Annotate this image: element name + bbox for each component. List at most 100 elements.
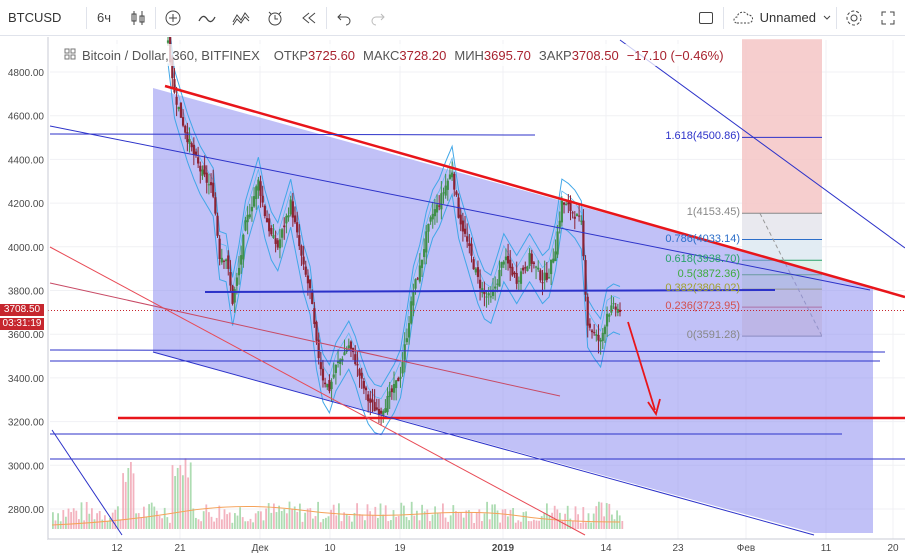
candle-body	[470, 243, 473, 256]
candle-body	[274, 238, 277, 244]
candle-body	[472, 259, 475, 270]
candle-body	[237, 267, 241, 276]
time-tick-label: 14	[600, 543, 612, 554]
volume-bar	[137, 513, 140, 529]
candle-body	[257, 179, 260, 191]
volume-bar	[465, 510, 468, 529]
candle-body	[278, 239, 282, 249]
candle-body	[429, 217, 432, 222]
volume-bar	[366, 504, 369, 529]
volume-bar	[540, 516, 543, 529]
volume-bar	[156, 510, 158, 529]
candles-style-icon[interactable]	[121, 0, 155, 36]
candle-body	[390, 388, 393, 393]
candle-body	[300, 245, 303, 256]
candle-body	[461, 220, 464, 232]
indicators-icon[interactable]	[190, 0, 224, 36]
low-value: 3695.70	[483, 47, 531, 63]
volume-bar	[98, 510, 101, 529]
candle-body	[423, 249, 426, 258]
candle-body	[214, 197, 217, 214]
candle-body	[283, 225, 286, 228]
candle-body	[319, 362, 322, 370]
alert-clock-icon[interactable]	[258, 0, 292, 36]
volume-bar	[83, 520, 85, 529]
candle-body	[431, 213, 434, 220]
candle-body	[240, 255, 243, 265]
last-price-tag: 3708.50	[0, 304, 44, 316]
candle-body	[519, 271, 523, 284]
candle-body	[209, 182, 213, 186]
settings-gear-icon[interactable]	[837, 0, 871, 36]
replay-icon[interactable]	[292, 0, 326, 36]
volume-bar	[345, 514, 348, 529]
fib-level-label: 0.236(3723.95)	[665, 300, 740, 313]
time-tick-label: Дек	[252, 543, 269, 554]
time-tick-label: 10	[324, 543, 336, 554]
red-diagonal-line	[49, 246, 586, 536]
price-chart[interactable]: 4800.00 4600.00 4400.00 4200.00 4000.00 3800.…	[0, 37, 905, 554]
legend-title[interactable]: Bitcoin / Dollar, 360, BITFINEX	[82, 47, 260, 63]
candle-body	[194, 151, 198, 156]
candle-body	[268, 218, 271, 232]
candle-body	[280, 229, 284, 238]
candle-body	[603, 326, 607, 335]
candle-body	[509, 259, 512, 269]
candle-body	[377, 408, 381, 415]
candle-body	[336, 361, 340, 363]
candle-body	[225, 259, 228, 262]
candle-body	[242, 234, 245, 260]
volume-bar	[382, 514, 384, 529]
candle-body	[296, 222, 299, 233]
interval-selector[interactable]: 6ч	[96, 10, 111, 25]
candle-body	[250, 206, 254, 212]
volume-bar	[234, 513, 236, 529]
volume-bar	[200, 521, 202, 529]
legend-collapse-icon[interactable]	[64, 48, 76, 63]
candle-body	[537, 267, 540, 270]
volume-bar	[361, 514, 364, 529]
undo-icon[interactable]	[327, 0, 361, 36]
volume-bar	[65, 516, 67, 529]
candle-body	[306, 275, 310, 284]
candle-body	[433, 209, 436, 217]
volume-bar	[608, 503, 611, 529]
toolbar-divider	[326, 6, 327, 29]
volume-bar	[379, 503, 382, 529]
volume-bar	[442, 503, 444, 529]
candle-body	[332, 374, 335, 378]
candle-body	[556, 231, 559, 255]
volume-bar	[509, 509, 512, 529]
volume-bar	[332, 504, 335, 529]
expand-icon[interactable]	[871, 0, 905, 36]
time-tick-label: 21	[174, 543, 186, 554]
volume-bar	[546, 503, 548, 529]
volume-bar	[377, 517, 379, 529]
add-indicator-icon[interactable]	[156, 0, 190, 36]
candle-body	[528, 252, 531, 267]
fullscreen-toggle-icon[interactable]	[689, 0, 723, 36]
volume-bar	[330, 509, 332, 529]
volume-bar	[244, 521, 247, 529]
volume-bar	[340, 521, 343, 529]
toolbar-divider	[86, 6, 87, 29]
volume-bar	[322, 518, 325, 529]
templates-icon[interactable]	[224, 0, 258, 36]
candle-body	[597, 334, 600, 341]
volume-bar	[348, 515, 351, 529]
volume-bar	[553, 505, 556, 529]
volume-bar	[325, 517, 327, 529]
candle-body	[171, 58, 174, 79]
volume-bar	[267, 503, 270, 529]
candle-body	[541, 282, 544, 284]
volume-bar	[512, 508, 514, 529]
fib-level-label: 0.5(3872.36)	[677, 267, 740, 280]
volume-bar	[436, 513, 439, 529]
volume-bar	[390, 520, 392, 529]
redo-icon[interactable]	[361, 0, 395, 36]
symbol-search[interactable]: BTCUSD	[8, 10, 62, 25]
volume-bar	[187, 477, 189, 529]
layout-selector[interactable]: Unnamed	[724, 0, 836, 36]
volume-bar	[213, 521, 215, 529]
volume-bar	[397, 515, 400, 529]
